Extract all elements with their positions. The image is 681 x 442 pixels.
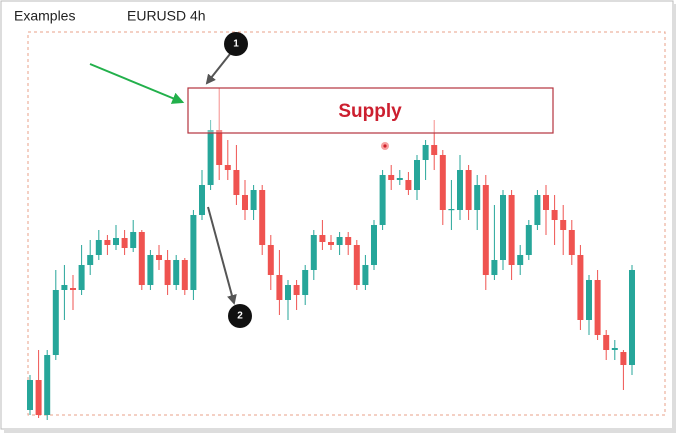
plot-border: [27, 31, 666, 416]
candle-body: [491, 260, 498, 275]
candle-body: [164, 260, 171, 285]
candle-body: [465, 170, 472, 210]
candle-body: [207, 130, 214, 185]
candle-body: [276, 275, 283, 300]
marker-circle: [224, 32, 248, 56]
candle-body: [422, 145, 429, 160]
candle-body: [457, 170, 463, 210]
candle-body: [482, 185, 489, 275]
candle-body: [551, 210, 558, 220]
candle-body: [474, 185, 481, 210]
candle-body: [250, 190, 257, 210]
candle-body: [61, 285, 68, 290]
marker-circle: [228, 304, 252, 328]
candle-body: [319, 235, 326, 242]
candle-body: [586, 280, 592, 320]
candle-body: [414, 160, 420, 190]
candle-body: [577, 255, 584, 320]
candle-body: [285, 285, 291, 300]
candle-body: [543, 195, 549, 210]
candle-body: [448, 209, 455, 211]
candle-body: [388, 175, 395, 180]
candle-body: [560, 220, 567, 230]
candle-body: [267, 245, 274, 275]
candle-body: [216, 130, 223, 165]
candle-body: [302, 270, 309, 295]
candle-body: [629, 270, 635, 365]
candle-body: [396, 178, 403, 180]
candle-body: [138, 232, 145, 285]
candle-body: [439, 155, 446, 210]
green-arrow: [89, 63, 185, 104]
candle-body: [500, 195, 506, 260]
frame: [0, 0, 674, 430]
candle-body: [52, 290, 59, 355]
candle-body: [508, 195, 515, 265]
candle-body: [611, 348, 618, 350]
zone-label: Supply: [338, 101, 402, 122]
candle-body: [379, 175, 386, 225]
candle-body: [27, 380, 33, 410]
candle-body: [130, 232, 137, 248]
supply-zone: [187, 87, 554, 134]
candle-body: [87, 255, 94, 265]
candle-body: [78, 265, 85, 290]
candle-body: [603, 335, 610, 350]
candle-body: [156, 255, 162, 260]
candle-body: [534, 195, 541, 225]
candle-body: [362, 265, 369, 285]
candle-body: [568, 230, 575, 255]
candle-body: [224, 165, 231, 170]
candle-body: [620, 352, 627, 365]
candle-body: [345, 237, 352, 245]
candle-body: [147, 255, 154, 285]
candle-body: [525, 225, 532, 255]
candle-body: [259, 190, 266, 245]
candle-body: [336, 237, 343, 245]
candle-body: [293, 285, 300, 295]
candle-body: [310, 235, 317, 270]
candle-body: [121, 238, 128, 248]
candle-body: [95, 240, 102, 255]
marker-label: 1: [233, 39, 239, 50]
candle-body: [190, 215, 197, 290]
candle-body: [113, 238, 119, 245]
cursor-dot: [383, 144, 387, 148]
candle-body: [173, 260, 180, 285]
candle-body: [242, 195, 248, 210]
arrow-2: [207, 206, 237, 305]
marker-label: 2: [237, 311, 243, 322]
candles: [27, 88, 635, 420]
candle-body: [517, 255, 524, 265]
candle-body: [353, 245, 360, 285]
arrow-1: [205, 53, 231, 85]
candle-body: [70, 288, 76, 290]
candle-body: [233, 170, 240, 195]
candle-body: [44, 355, 51, 415]
header: Examples: [14, 8, 75, 24]
candle-body: [594, 280, 601, 335]
candle-body: [405, 180, 412, 190]
chart-title: EURUSD 4h: [127, 8, 206, 24]
candle-body: [328, 242, 334, 245]
candle-body: [199, 185, 205, 215]
candle-body: [431, 145, 438, 155]
candle-body: [35, 380, 42, 415]
candle-body: [371, 225, 377, 265]
candle-body: [104, 240, 111, 245]
candle-body: [181, 260, 188, 290]
